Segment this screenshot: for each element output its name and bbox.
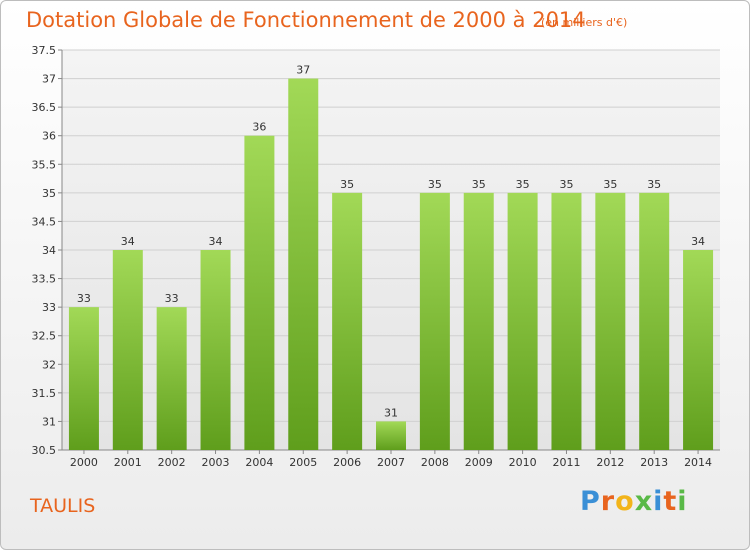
logo-letter: t (663, 486, 678, 517)
data-label-2014: 34 (691, 235, 705, 248)
bar-2006[interactable] (332, 192, 363, 450)
bar-2007[interactable] (376, 421, 406, 450)
logo-letter: i (653, 486, 664, 517)
bar-2002[interactable] (156, 307, 187, 450)
x-tick-label-2007: 2007 (377, 456, 405, 469)
y-tick-label: 35.5 (32, 158, 57, 171)
data-label-2009: 35 (472, 178, 486, 191)
x-tick-label-2014: 2014 (684, 456, 712, 469)
data-label-2012: 35 (603, 178, 617, 191)
y-tick-label: 34 (42, 244, 56, 257)
x-tick-label-2002: 2002 (158, 456, 186, 469)
bar-2003[interactable] (200, 250, 231, 450)
x-tick-label-2009: 2009 (465, 456, 493, 469)
data-label-2008: 35 (428, 178, 442, 191)
y-tick-label: 35 (42, 187, 56, 200)
x-tick-label-2006: 2006 (333, 456, 361, 469)
x-tick-label-2005: 2005 (289, 456, 317, 469)
bar-2000[interactable] (68, 307, 99, 450)
data-label-2010: 35 (516, 178, 530, 191)
data-label-2000: 33 (77, 292, 91, 305)
y-tick-label: 32.5 (32, 330, 57, 343)
commune-name: TAULIS (30, 495, 96, 517)
bar-2014[interactable] (683, 250, 714, 450)
logo-letter: P (580, 486, 601, 517)
y-tick-label: 30.5 (32, 444, 57, 457)
x-tick-label-2000: 2000 (70, 456, 98, 469)
bar-2005[interactable] (288, 78, 319, 451)
proxiti-logo[interactable]: Proxiti (580, 486, 688, 517)
data-label-2003: 34 (209, 235, 223, 248)
bar-2009[interactable] (463, 192, 494, 450)
y-tick-label: 33 (42, 301, 56, 314)
x-tick-label-2004: 2004 (245, 456, 273, 469)
x-tick-label-2001: 2001 (114, 456, 142, 469)
x-tick-label-2010: 2010 (509, 456, 537, 469)
y-tick-label: 36 (42, 130, 56, 143)
data-label-2011: 35 (559, 178, 573, 191)
data-label-2001: 34 (121, 235, 135, 248)
logo-letter: r (600, 486, 616, 517)
y-tick-label: 37.5 (32, 44, 57, 57)
logo-letter: o (615, 486, 635, 517)
y-tick-label: 37 (42, 73, 56, 86)
data-label-2005: 37 (296, 64, 310, 77)
data-label-2006: 35 (340, 178, 354, 191)
x-tick-label-2013: 2013 (640, 456, 668, 469)
chart-title: Dotation Globale de Fonctionnement de 20… (26, 8, 586, 32)
y-tick-label: 36.5 (32, 101, 57, 114)
y-tick-label: 33.5 (32, 273, 57, 286)
data-label-2007: 31 (384, 406, 398, 419)
bar-2004[interactable] (244, 135, 275, 450)
logo-letter: i (677, 486, 688, 517)
bar-2001[interactable] (112, 250, 143, 450)
bar-2012[interactable] (595, 192, 626, 450)
logo-letter: x (634, 486, 654, 517)
y-tick-label: 34.5 (32, 215, 57, 228)
bar-2008[interactable] (419, 192, 450, 450)
data-label-2002: 33 (165, 292, 179, 305)
chart-subtitle: (en milliers d'€) (541, 16, 628, 29)
y-tick-label: 31 (42, 415, 56, 428)
data-label-2004: 36 (252, 121, 266, 134)
y-tick-label: 31.5 (32, 387, 57, 400)
bar-2011[interactable] (551, 192, 582, 450)
x-tick-label-2011: 2011 (552, 456, 580, 469)
y-tick-label: 32 (42, 358, 56, 371)
x-tick-label-2012: 2012 (596, 456, 624, 469)
bar-2010[interactable] (507, 192, 538, 450)
x-tick-label-2003: 2003 (202, 456, 230, 469)
bar-2013[interactable] (639, 192, 670, 450)
data-label-2013: 35 (647, 178, 661, 191)
x-tick-label-2008: 2008 (421, 456, 449, 469)
